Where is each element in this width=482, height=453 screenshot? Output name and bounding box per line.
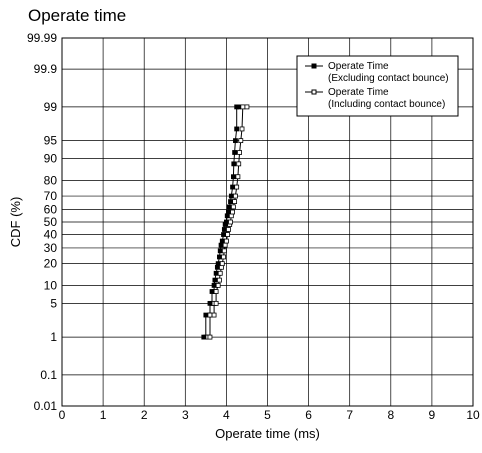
data-point-filled-square	[228, 193, 234, 199]
y-axis-label: CDF (%)	[8, 197, 23, 248]
data-point-open-square	[213, 300, 219, 306]
data-point-open-square	[207, 312, 213, 318]
data-point-open-square	[230, 204, 236, 210]
x-tick-label: 8	[387, 408, 394, 422]
x-tick-label: 0	[59, 408, 66, 422]
x-tick-label: 3	[182, 408, 189, 422]
series-layer	[201, 104, 250, 340]
data-point-open-square	[222, 242, 228, 248]
x-tick-label: 4	[223, 408, 230, 422]
data-point-open-square	[215, 283, 221, 288]
y-tick-label: 70	[44, 189, 58, 203]
data-point-open-square	[235, 174, 241, 180]
data-point-open-square	[213, 289, 219, 294]
data-point-filled-square	[211, 283, 217, 288]
data-point-open-square	[238, 138, 244, 144]
x-tick-labels: 0 1 2 3 4 5 6 7 8 9 10	[59, 408, 480, 422]
y-tick-label: 10	[44, 278, 58, 292]
data-point-filled-square	[212, 277, 218, 283]
legend-label-including: Operate Time	[328, 87, 389, 98]
legend-marker-filled-square	[311, 63, 317, 69]
data-point-open-square	[244, 104, 250, 110]
x-tick-label: 6	[305, 408, 312, 422]
y-tick-label: 90	[44, 152, 58, 166]
data-point-filled-square	[230, 174, 236, 180]
data-point-open-square	[221, 248, 227, 254]
legend-box	[296, 55, 459, 117]
data-point-filled-square	[217, 248, 223, 254]
data-point-filled-square	[232, 150, 238, 155]
data-point-filled-square	[228, 199, 233, 204]
data-point-open-square	[223, 238, 229, 244]
y-tick-label: 20	[44, 257, 58, 271]
data-point-filled-square	[219, 238, 225, 244]
data-point-open-square	[226, 227, 231, 232]
y-tick-label: 0.1	[40, 368, 57, 382]
data-point-open-square	[237, 150, 242, 155]
x-tick-label: 10	[466, 408, 480, 422]
y-tick-label: 60	[44, 202, 58, 216]
data-point-filled-square	[231, 161, 237, 167]
x-axis-label: Operate time (ms)	[215, 426, 320, 441]
data-point-open-square	[221, 254, 226, 260]
data-point-open-square	[232, 199, 238, 204]
plot-frame	[61, 37, 474, 407]
y-tick-label: 99.99	[27, 31, 57, 45]
y-tick-label: 5	[50, 296, 57, 310]
y-tick-label: 95	[44, 134, 58, 148]
data-point-open-square	[225, 232, 231, 237]
data-point-open-square	[217, 277, 222, 283]
data-point-filled-square	[221, 227, 227, 232]
y-tick-label: 0.01	[34, 399, 58, 413]
x-tick-label: 9	[429, 408, 436, 422]
data-point-open-square	[234, 184, 240, 190]
data-point-open-square	[239, 126, 245, 132]
data-point-filled-square	[233, 138, 238, 144]
data-point-open-square	[219, 261, 225, 267]
data-point-open-square	[228, 219, 233, 225]
y-tick-label: 30	[44, 241, 58, 255]
legend-sublabel-excluding: (Excluding contact bounce)	[328, 73, 449, 84]
data-point-open-square	[217, 270, 223, 276]
legend-sublabel-including: (Including contact bounce)	[328, 99, 445, 110]
legend-marker-open-square	[311, 89, 317, 95]
data-point-filled-square	[234, 126, 240, 132]
x-tick-label: 7	[346, 408, 353, 422]
y-tick-label: 80	[44, 173, 58, 187]
data-point-open-square	[211, 312, 217, 318]
data-point-filled-square	[213, 270, 219, 276]
data-point-open-square	[240, 104, 246, 110]
series-line-excluding	[203, 106, 239, 338]
chart-title: Operate time	[28, 6, 127, 25]
legend: Operate Time (Excluding contact bounce) …	[296, 55, 459, 117]
data-point-open-square	[230, 209, 235, 215]
y-tick-label: 40	[44, 228, 58, 242]
data-point-filled-square	[230, 184, 235, 190]
x-tick-label: 5	[264, 408, 271, 422]
y-tick-label: 99	[44, 100, 58, 114]
data-point-filled-square	[218, 242, 224, 248]
y-tick-label: 50	[44, 215, 58, 229]
x-tick-label: 1	[100, 408, 107, 422]
data-point-filled-square	[221, 232, 226, 237]
data-point-filled-square	[203, 312, 209, 318]
data-point-filled-square	[236, 104, 242, 110]
data-point-filled-square	[217, 254, 222, 260]
data-point-open-square	[207, 334, 213, 340]
data-point-open-square	[236, 161, 242, 167]
y-tick-label: 99.9	[34, 62, 58, 76]
legend-label-excluding: Operate Time	[328, 61, 389, 72]
x-tick-label: 2	[141, 408, 148, 422]
data-point-open-square	[233, 193, 238, 199]
data-point-filled-square	[226, 204, 232, 210]
y-tick-label: 1	[50, 330, 57, 344]
